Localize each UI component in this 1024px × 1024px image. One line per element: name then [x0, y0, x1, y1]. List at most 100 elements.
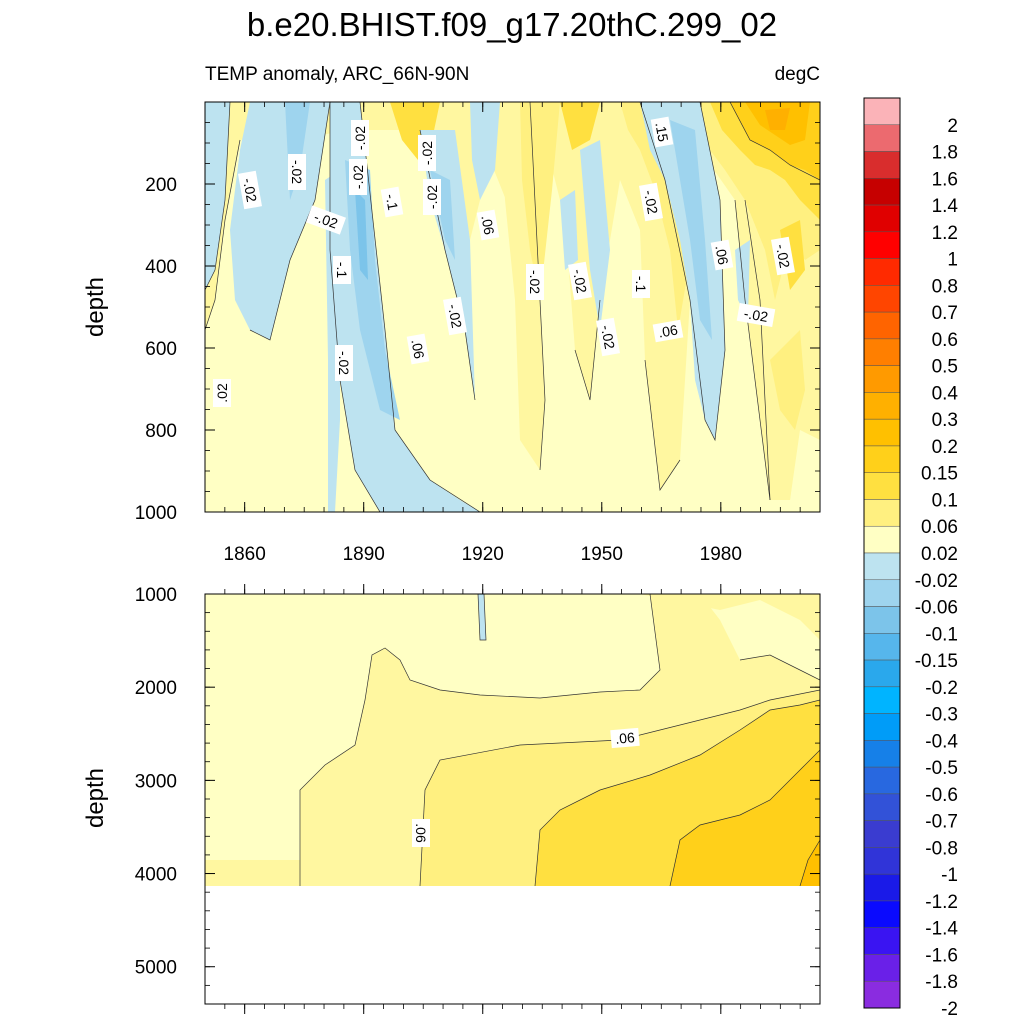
lower-y-tick-label: 2000: [135, 678, 177, 699]
contour-label-text: .15: [652, 121, 671, 143]
contour-label: -.02: [443, 296, 467, 336]
contour-label-text: .06: [615, 729, 636, 747]
contour-label-box: [238, 170, 262, 210]
contour-label: .06: [652, 319, 684, 343]
colorbar-swatch: [863, 151, 901, 179]
contour-label: .06: [476, 209, 500, 241]
lower-y-axis-label: depth: [82, 768, 109, 828]
lower-contour-labels: .06 .06: [412, 727, 640, 847]
contour-label: -.02: [771, 236, 795, 276]
contour-label: -.1: [632, 270, 650, 298]
upper-panel: 200 400 600 800 1000 1860 1890 1920 1950 1980 de…: [82, 101, 821, 565]
lower-y-axis: 1000 2000 3000 4000 5000: [135, 585, 820, 1005]
colorbar-label: -0.5: [925, 758, 958, 779]
contour-label-box: [526, 264, 544, 300]
colorbar-swatch: [863, 847, 901, 875]
contour-label-box: [610, 727, 640, 749]
contour-label-box: [736, 303, 776, 327]
contour-label-box: [650, 116, 674, 148]
contour-label: .06: [710, 239, 734, 271]
contour-label-text: .06: [712, 244, 731, 266]
contour-label: -.02: [596, 317, 620, 357]
colorbar-label: 1.6: [932, 169, 958, 190]
upper-y-axis-label: depth: [82, 277, 109, 337]
colorbar-swatch: [863, 525, 901, 554]
lower-panel: 1000 2000 3000 4000 5000 depth .06 .06: [82, 584, 821, 1014]
contour-label-box: [380, 186, 404, 218]
contour-label-box: [710, 239, 734, 271]
contour-label-box: [596, 317, 620, 357]
contour-label-text: .06: [478, 214, 497, 236]
colorbar-label: -0.02: [915, 571, 958, 592]
colorbar-swatch: [863, 793, 901, 821]
contour-label-text: -.02: [570, 268, 590, 295]
lower-y-tick-label: 5000: [135, 958, 177, 979]
contour-label-box: [333, 256, 351, 284]
colorbar-label: -1.6: [925, 945, 958, 966]
contour-label-text: -.02: [336, 351, 352, 375]
upper-x-axis: 1860 1890 1920 1950 1980: [224, 102, 801, 565]
colorbar-swatch: [863, 766, 901, 795]
contour-label-text: -.02: [350, 165, 366, 189]
colorbar-swatch: [863, 258, 901, 286]
lower-y-tick-label: 1000: [135, 585, 177, 606]
colorbar-label: 0.06: [921, 517, 958, 538]
contour-label-box: [288, 154, 306, 190]
contour-label-text: -.02: [527, 270, 543, 294]
upper-x-tick-label: 1920: [462, 544, 504, 565]
colorbar-label: -0.15: [915, 651, 958, 672]
contour-label: -.02: [639, 182, 663, 222]
contour-label: -.02: [238, 170, 262, 210]
upper-x-tick-label: 1950: [581, 544, 623, 565]
upper-x-tick-label: 1860: [224, 544, 266, 565]
contour-label-text: -.02: [312, 208, 340, 231]
contour-label-text: -.02: [598, 324, 618, 351]
contour-label-text: -.1: [334, 262, 350, 279]
chart-title: b.e20.BHIST.f09_g17.20thC.299_02: [247, 6, 777, 43]
colorbar-label: -0.06: [915, 598, 958, 619]
contour-label: -.02: [418, 135, 436, 171]
contour-label: .06: [610, 727, 640, 749]
colorbar-label: 1: [947, 250, 958, 271]
contour-label-text: -.02: [445, 303, 465, 330]
colorbar-swatch: [863, 392, 901, 420]
colorbar: 2 1.8 1.6 1.4 1.2 1 0.8 0.7 0.6 0.5 0.4 0.3 0.2 0.15 0…: [863, 97, 959, 1020]
colorbar-label: -0.1: [925, 624, 958, 645]
contour-label: -.02: [349, 159, 367, 195]
colorbar-swatch: [863, 927, 901, 955]
contour-label-box: [568, 261, 592, 301]
contour-label-box: [306, 205, 346, 235]
chart-subtitle-left: TEMP anomaly, ARC_66N-90N: [205, 64, 469, 85]
colorbar-swatch: [863, 418, 901, 447]
colorbar-swatch: [863, 633, 901, 661]
upper-y-axis: 200 400 600 800 1000: [135, 101, 820, 524]
colorbar-swatch: [863, 686, 901, 714]
colorbar-swatch: [863, 713, 901, 741]
contour-label: -.02: [736, 303, 776, 327]
colorbar-swatch: [863, 365, 901, 393]
colorbar-swatch: [863, 338, 901, 366]
contour-label: .06: [406, 333, 430, 365]
contour-label-text: .02: [214, 383, 230, 403]
colorbar-label: 0.7: [932, 303, 958, 324]
colorbar-swatch: [863, 740, 901, 768]
contour-label-text: -.02: [641, 189, 661, 216]
contour-label: -.02: [306, 205, 346, 235]
colorbar-label: 2: [947, 116, 958, 137]
colorbar-swatch: [863, 178, 901, 206]
contour-label-box: [418, 135, 436, 171]
colorbar-swatch: [863, 124, 901, 152]
colorbar-label: -0.4: [925, 731, 958, 752]
colorbar-label: -0.2: [925, 678, 958, 699]
colorbar-label: 0.4: [932, 383, 959, 404]
colorbar-swatch: [863, 606, 901, 634]
contour-label-box: [349, 159, 367, 195]
contour-label: -.02: [351, 120, 369, 156]
colorbar-label: -1.2: [925, 892, 958, 913]
contour-label: -.1: [333, 256, 351, 284]
contour-label: -.02: [288, 154, 306, 190]
colorbar-label: 0.2: [932, 437, 958, 458]
contour-label: .02: [213, 379, 231, 407]
upper-contour-fill: [205, 102, 820, 512]
